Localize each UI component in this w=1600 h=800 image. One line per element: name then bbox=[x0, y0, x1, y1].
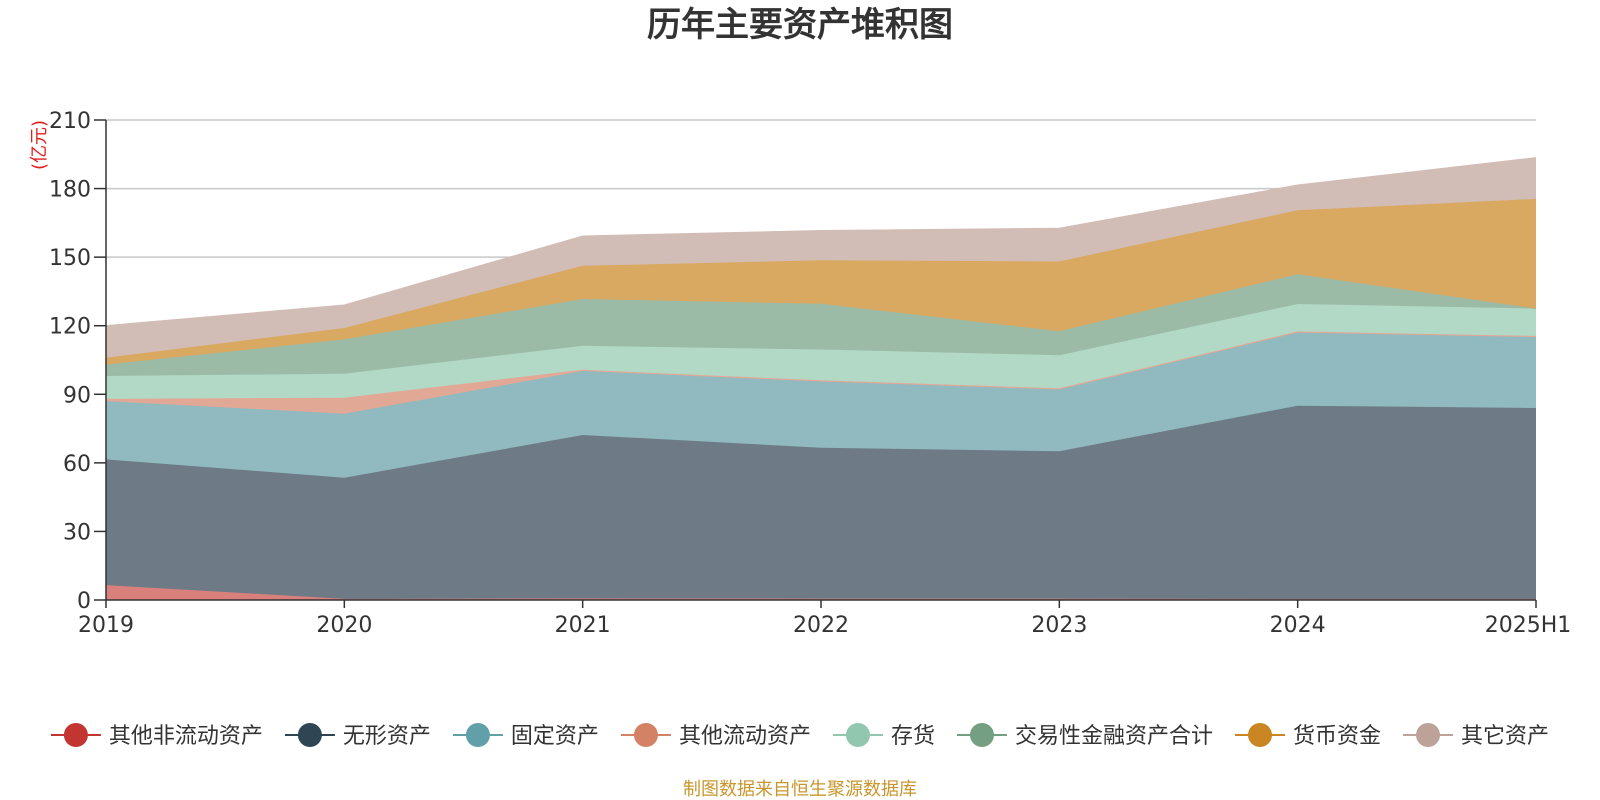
legend-label: 货币资金 bbox=[1293, 724, 1381, 749]
y-tick-label: 30 bbox=[63, 520, 91, 545]
y-axis-unit: (亿元) bbox=[29, 120, 50, 170]
legend-marker bbox=[63, 723, 88, 747]
chart-title: 历年主要资产堆积图 bbox=[647, 5, 953, 45]
legend-label: 存货 bbox=[891, 724, 935, 749]
source-note: 制图数据来自恒生聚源数据库 bbox=[683, 779, 917, 800]
legend-item[interactable]: 固定资产 bbox=[452, 723, 599, 749]
x-tick-label: 2024 bbox=[1270, 613, 1326, 638]
legend[interactable]: 其他非流动资产 无形资产 固定资产 其他流动资产 存货 交易性金融资产合计 货币资金 其它资产 bbox=[50, 723, 1549, 749]
legend-item[interactable]: 其他非流动资产 bbox=[50, 723, 263, 749]
area-交易性金融资产合计 bbox=[106, 274, 1536, 376]
x-tick-label: 2021 bbox=[555, 613, 611, 638]
area-其它资产 bbox=[106, 157, 1536, 358]
legend-item[interactable]: 货币资金 bbox=[1234, 723, 1381, 749]
legend-item[interactable]: 其它资产 bbox=[1403, 723, 1549, 749]
y-tick-label: 90 bbox=[63, 383, 91, 408]
x-tick-label: 2022 bbox=[793, 613, 849, 638]
y-tick-label: 60 bbox=[63, 452, 91, 477]
legend-marker bbox=[297, 723, 322, 747]
y-tick-label: 180 bbox=[49, 178, 91, 203]
series-line bbox=[105, 157, 1537, 327]
legend-marker bbox=[633, 723, 658, 747]
legend-label: 无形资产 bbox=[343, 724, 431, 749]
x-tick-label: 2023 bbox=[1031, 613, 1087, 638]
y-tick-label: 120 bbox=[49, 315, 91, 340]
area-series bbox=[105, 157, 1537, 600]
y-tick-label: 210 bbox=[49, 109, 91, 134]
legend-item[interactable]: 其他流动资产 bbox=[620, 723, 811, 749]
legend-item[interactable]: 无形资产 bbox=[284, 723, 431, 749]
legend-marker bbox=[845, 723, 870, 747]
legend-item[interactable]: 交易性金融资产合计 bbox=[956, 723, 1213, 749]
x-tick-label: 2019 bbox=[78, 613, 134, 638]
area-无形资产 bbox=[106, 405, 1536, 599]
area-货币资金 bbox=[106, 198, 1536, 365]
legend-label: 固定资产 bbox=[511, 724, 599, 749]
y-tick-label: 0 bbox=[77, 589, 91, 614]
area-存货 bbox=[106, 304, 1536, 399]
legend-label: 其它资产 bbox=[1461, 724, 1549, 749]
legend-marker bbox=[1416, 723, 1441, 747]
legend-label: 其他非流动资产 bbox=[109, 724, 263, 749]
area-其他流动资产 bbox=[106, 331, 1536, 414]
legend-marker bbox=[969, 723, 994, 747]
y-tick-label: 150 bbox=[49, 246, 91, 271]
legend-item[interactable]: 存货 bbox=[832, 723, 935, 749]
x-tick-label: 2025H1 bbox=[1485, 613, 1572, 638]
legend-marker bbox=[465, 723, 490, 747]
legend-label: 其他流动资产 bbox=[679, 724, 811, 749]
x-tick-label: 2020 bbox=[316, 613, 372, 638]
area-其他非流动资产 bbox=[106, 585, 1536, 600]
legend-label: 交易性金融资产合计 bbox=[1015, 724, 1213, 749]
legend-marker bbox=[1247, 723, 1272, 747]
axes: 0 30 60 90 120 150 180 210 2019 2020 2021 2022 2023 2… bbox=[49, 109, 1571, 638]
area-固定资产 bbox=[106, 332, 1536, 478]
